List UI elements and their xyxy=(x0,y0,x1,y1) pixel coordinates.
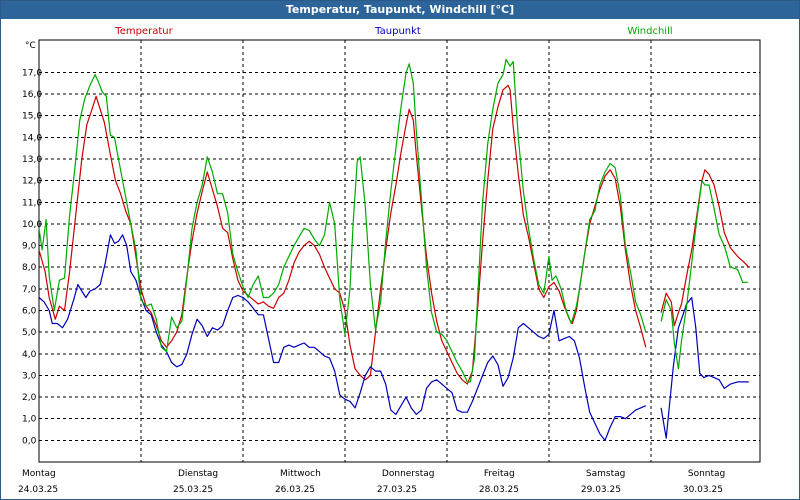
x-tick-date: 25.03.25 xyxy=(173,485,213,495)
y-axis-label: °C xyxy=(25,41,36,51)
chart-grid xyxy=(39,40,760,462)
y-axis: 0,0 1,0 2,0 3,0 4,0 5,0 6,0 7,0 8,0 9,0 10,0 11,0 12… xyxy=(22,68,42,446)
legend-item-temperatur: Temperatur xyxy=(114,26,173,37)
legend-item-taupunkt: Taupunkt xyxy=(374,26,421,37)
y-tick-label: 11,0 xyxy=(22,198,42,208)
y-tick-label: 12,0 xyxy=(22,177,42,187)
plot-border xyxy=(38,39,761,463)
y-tick-label: 4,0 xyxy=(22,350,37,360)
window-title: Temperatur, Taupunkt, Windchill [°C] xyxy=(1,1,799,19)
chart-series xyxy=(38,58,750,441)
x-tick-date: 28.03.25 xyxy=(479,485,519,495)
series-line-temperatur xyxy=(660,169,750,327)
x-tick-weekday: Montag xyxy=(22,469,56,479)
y-tick-label: 6,0 xyxy=(22,307,37,317)
chart-legend: Temperatur Taupunkt Windchill xyxy=(114,26,672,37)
y-tick-label: 1,0 xyxy=(22,415,37,425)
x-tick-weekday: Freitag xyxy=(484,469,515,479)
x-tick-date: 26.03.25 xyxy=(275,485,315,495)
y-tick-label: 15,0 xyxy=(22,112,42,122)
x-tick-date: 27.03.25 xyxy=(377,485,417,495)
y-tick-label: 17,0 xyxy=(22,68,42,78)
y-tick-label: 7,0 xyxy=(22,285,37,295)
y-tick-label: 10,0 xyxy=(22,220,42,230)
series-line-taupunkt xyxy=(660,296,749,439)
x-tick-weekday: Donnerstag xyxy=(382,469,435,479)
series-line-windchill xyxy=(38,58,647,383)
x-axis: Montag 24.03.25 Dienstag 25.03.25 Mittwoch 26… xyxy=(18,469,725,495)
y-tick-label: 9,0 xyxy=(22,242,37,252)
y-tick-label: 13,0 xyxy=(22,155,42,165)
series-line-temperatur xyxy=(38,84,647,385)
y-tick-label: 14,0 xyxy=(22,133,42,143)
series-line-taupunkt xyxy=(38,234,647,441)
legend-item-windchill: Windchill xyxy=(627,26,672,37)
y-tick-label: 2,0 xyxy=(22,393,37,403)
y-tick-label: 5,0 xyxy=(22,328,37,338)
y-tick-label: 8,0 xyxy=(22,263,37,273)
x-tick-weekday: Sonntag xyxy=(688,469,725,479)
x-tick-date: 30.03.25 xyxy=(683,485,723,495)
x-tick-weekday: Dienstag xyxy=(178,469,218,479)
x-tick-weekday: Samstag xyxy=(586,469,625,479)
y-tick-label: 0,0 xyxy=(22,436,37,446)
x-tick-weekday: Mittwoch xyxy=(280,469,321,479)
x-tick-date: 29.03.25 xyxy=(581,485,621,495)
x-tick-date: 24.03.25 xyxy=(18,485,58,495)
y-tick-label: 3,0 xyxy=(22,371,37,381)
series-line-windchill xyxy=(660,180,748,370)
y-tick-label: 16,0 xyxy=(22,90,42,100)
